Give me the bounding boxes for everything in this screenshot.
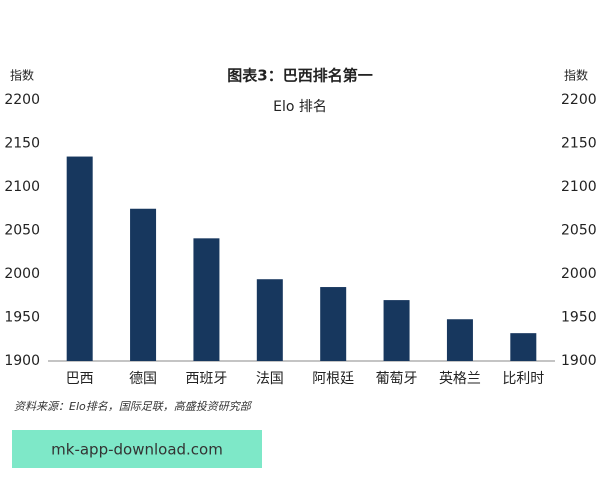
watermark-box bbox=[12, 430, 262, 468]
bar bbox=[256, 279, 283, 361]
x-tick-label: 葡萄牙 bbox=[376, 371, 418, 387]
bar bbox=[66, 156, 93, 361]
y2-tick-label: 2050 bbox=[561, 223, 597, 239]
x-tick-label: 比利时 bbox=[502, 371, 544, 387]
y2-tick-label: 1950 bbox=[561, 310, 597, 326]
y2-axis-label: 指数 bbox=[564, 68, 588, 83]
x-tick-label: 英格兰 bbox=[439, 370, 481, 387]
bar bbox=[510, 333, 537, 361]
y2-tick-label: 2100 bbox=[561, 179, 597, 195]
chart-title: 图表3：巴西排名第一 bbox=[227, 67, 372, 85]
y2-tick-label: 2000 bbox=[561, 266, 597, 282]
y-tick-label: 2150 bbox=[4, 136, 40, 152]
x-tick-label: 西班牙 bbox=[185, 371, 227, 387]
bar bbox=[320, 287, 347, 361]
bar bbox=[446, 319, 473, 361]
chart-subtitle: Elo 排名 bbox=[273, 99, 327, 115]
bar bbox=[193, 238, 220, 361]
y2-tick-label: 1900 bbox=[561, 353, 597, 369]
x-tick-label: 巴西 bbox=[66, 371, 94, 387]
y-tick-label: 1900 bbox=[4, 353, 40, 369]
bar bbox=[130, 208, 157, 361]
source-note: 资料来源：Elo排名，国际足联，高盛投资研究部 bbox=[14, 400, 253, 413]
watermark: mk-app-download.com bbox=[51, 441, 223, 459]
x-tick-label: 法国 bbox=[256, 371, 284, 387]
y2-tick-label: 2150 bbox=[561, 136, 597, 152]
y2-tick-label: 2200 bbox=[561, 92, 597, 108]
y-tick-label: 2100 bbox=[4, 179, 40, 195]
y-tick-label: 1950 bbox=[4, 310, 40, 326]
y-tick-label: 2200 bbox=[4, 92, 40, 108]
y-tick-label: 2000 bbox=[4, 266, 40, 282]
x-tick-label: 阿根廷 bbox=[312, 371, 354, 387]
y-axis-label: 指数 bbox=[10, 68, 34, 83]
bar bbox=[383, 300, 410, 361]
y-tick-label: 2050 bbox=[4, 223, 40, 239]
x-tick-label: 德国 bbox=[129, 371, 157, 387]
